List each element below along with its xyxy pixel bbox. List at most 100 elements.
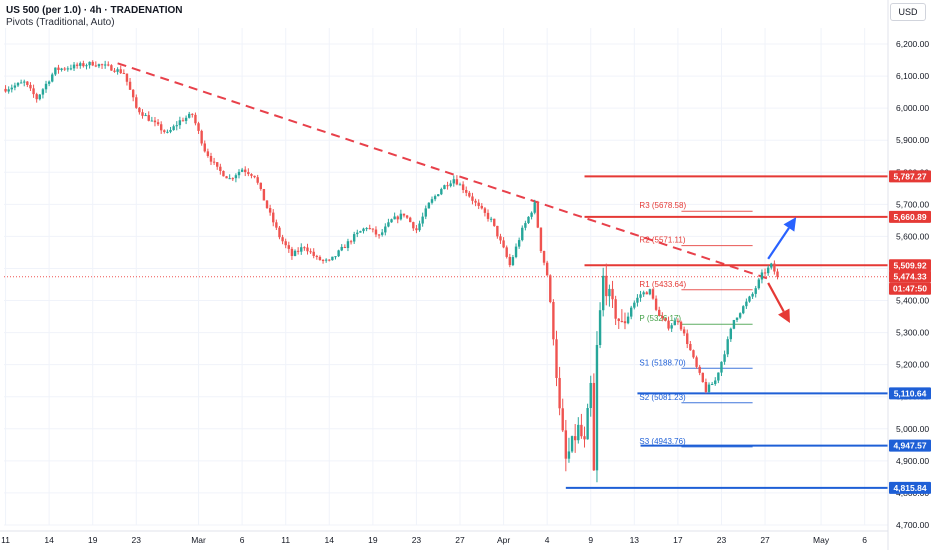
candle [390,218,393,223]
candle [331,256,334,261]
candle-body [586,408,589,440]
candle-body [673,320,676,326]
candle [66,66,70,72]
candle [748,295,751,303]
symbol-title[interactable]: US 500 (per 1.0) · 4h · TRADENATION [6,5,183,16]
candle [374,226,378,238]
candle-body [396,216,399,220]
x-tick-label: May [813,535,830,545]
descending-trendline[interactable] [117,62,772,281]
candle-body [268,208,272,213]
candle [119,65,122,74]
x-tick-label: 14 [44,535,54,545]
candle-body [738,313,742,318]
candle [664,317,667,322]
candle-body [468,192,471,197]
candle-body [365,228,368,230]
candle [169,126,172,134]
candle-body [29,84,32,89]
candle [206,148,210,158]
candle-body [51,74,54,82]
candle [256,174,259,185]
candle-body [91,61,94,66]
x-tick-label: Mar [191,535,206,545]
candle-body [334,256,337,258]
x-tick-label: 13 [630,535,640,545]
candle [757,277,761,290]
y-tick-label: 4,700.00 [896,520,929,530]
indicator-legend[interactable]: Pivots (Traditional, Auto) [6,17,115,28]
candle-body [670,325,673,329]
candle [617,318,620,329]
pivot-label: P (5326.17) [639,314,681,323]
candle-body [54,67,57,75]
candle-body [536,202,540,228]
candle-body [60,68,63,70]
x-tick-label: 11 [281,535,290,545]
candle-body [23,81,26,83]
candle [290,246,294,260]
candle-body [110,65,113,71]
candle [477,199,480,210]
projection-arrows[interactable] [767,217,797,323]
candle-body [496,225,499,237]
candle-body [38,94,41,100]
candle [287,241,291,253]
candle-body [35,94,38,100]
candle [558,366,561,416]
price-axis[interactable]: 6,200.006,100.006,000.005,900.005,800.00… [887,0,929,550]
candle-body [324,259,328,261]
candle [200,129,203,146]
y-tick-label: 5,000.00 [896,424,929,434]
candle-body [658,309,661,316]
x-tick-label: 23 [717,535,727,545]
candle-body [26,81,29,85]
candle [237,169,241,179]
candle-body [424,208,427,217]
candle [545,260,549,276]
candle-body [63,68,66,70]
candle [735,317,739,323]
candle-body [415,228,418,231]
candle [698,365,701,376]
candle [608,284,611,307]
currency-button[interactable]: USD [890,3,926,21]
candle [714,377,717,386]
candle [676,318,680,325]
candle-body [437,194,440,197]
candle-body [88,61,91,66]
candle-body [69,68,73,70]
candle-body [178,120,182,126]
candle [19,79,23,84]
candle [493,218,496,227]
candle [726,336,729,358]
time-axis[interactable]: 11 14 19 23 Mar 6 11 14 19 23 27 Apr 4 9 13 17 23 27 May 6 [0,530,888,545]
candle-body [107,64,110,66]
candle [415,225,418,234]
candle [710,381,714,386]
candle [670,323,673,332]
candle [44,80,48,93]
candle [125,73,129,86]
horizontal-levels[interactable] [4,175,888,489]
candle [732,319,736,330]
candle [194,112,197,126]
candle [228,174,231,180]
candle-body [723,354,726,362]
candle-body [19,82,23,84]
candle [296,247,300,255]
candle [542,250,546,266]
y-tick-label: 6,200.00 [896,39,929,49]
candle [751,292,754,299]
candle-body [300,247,303,252]
candle-body [384,226,387,233]
candle [738,312,742,320]
price-label-bg [889,270,931,283]
candle-body [259,182,262,189]
candle-body [564,430,568,459]
candle [437,193,440,197]
price-label-text: 5,660.89 [893,212,926,222]
candle-body [405,215,409,218]
x-tick-label: 9 [588,535,593,545]
